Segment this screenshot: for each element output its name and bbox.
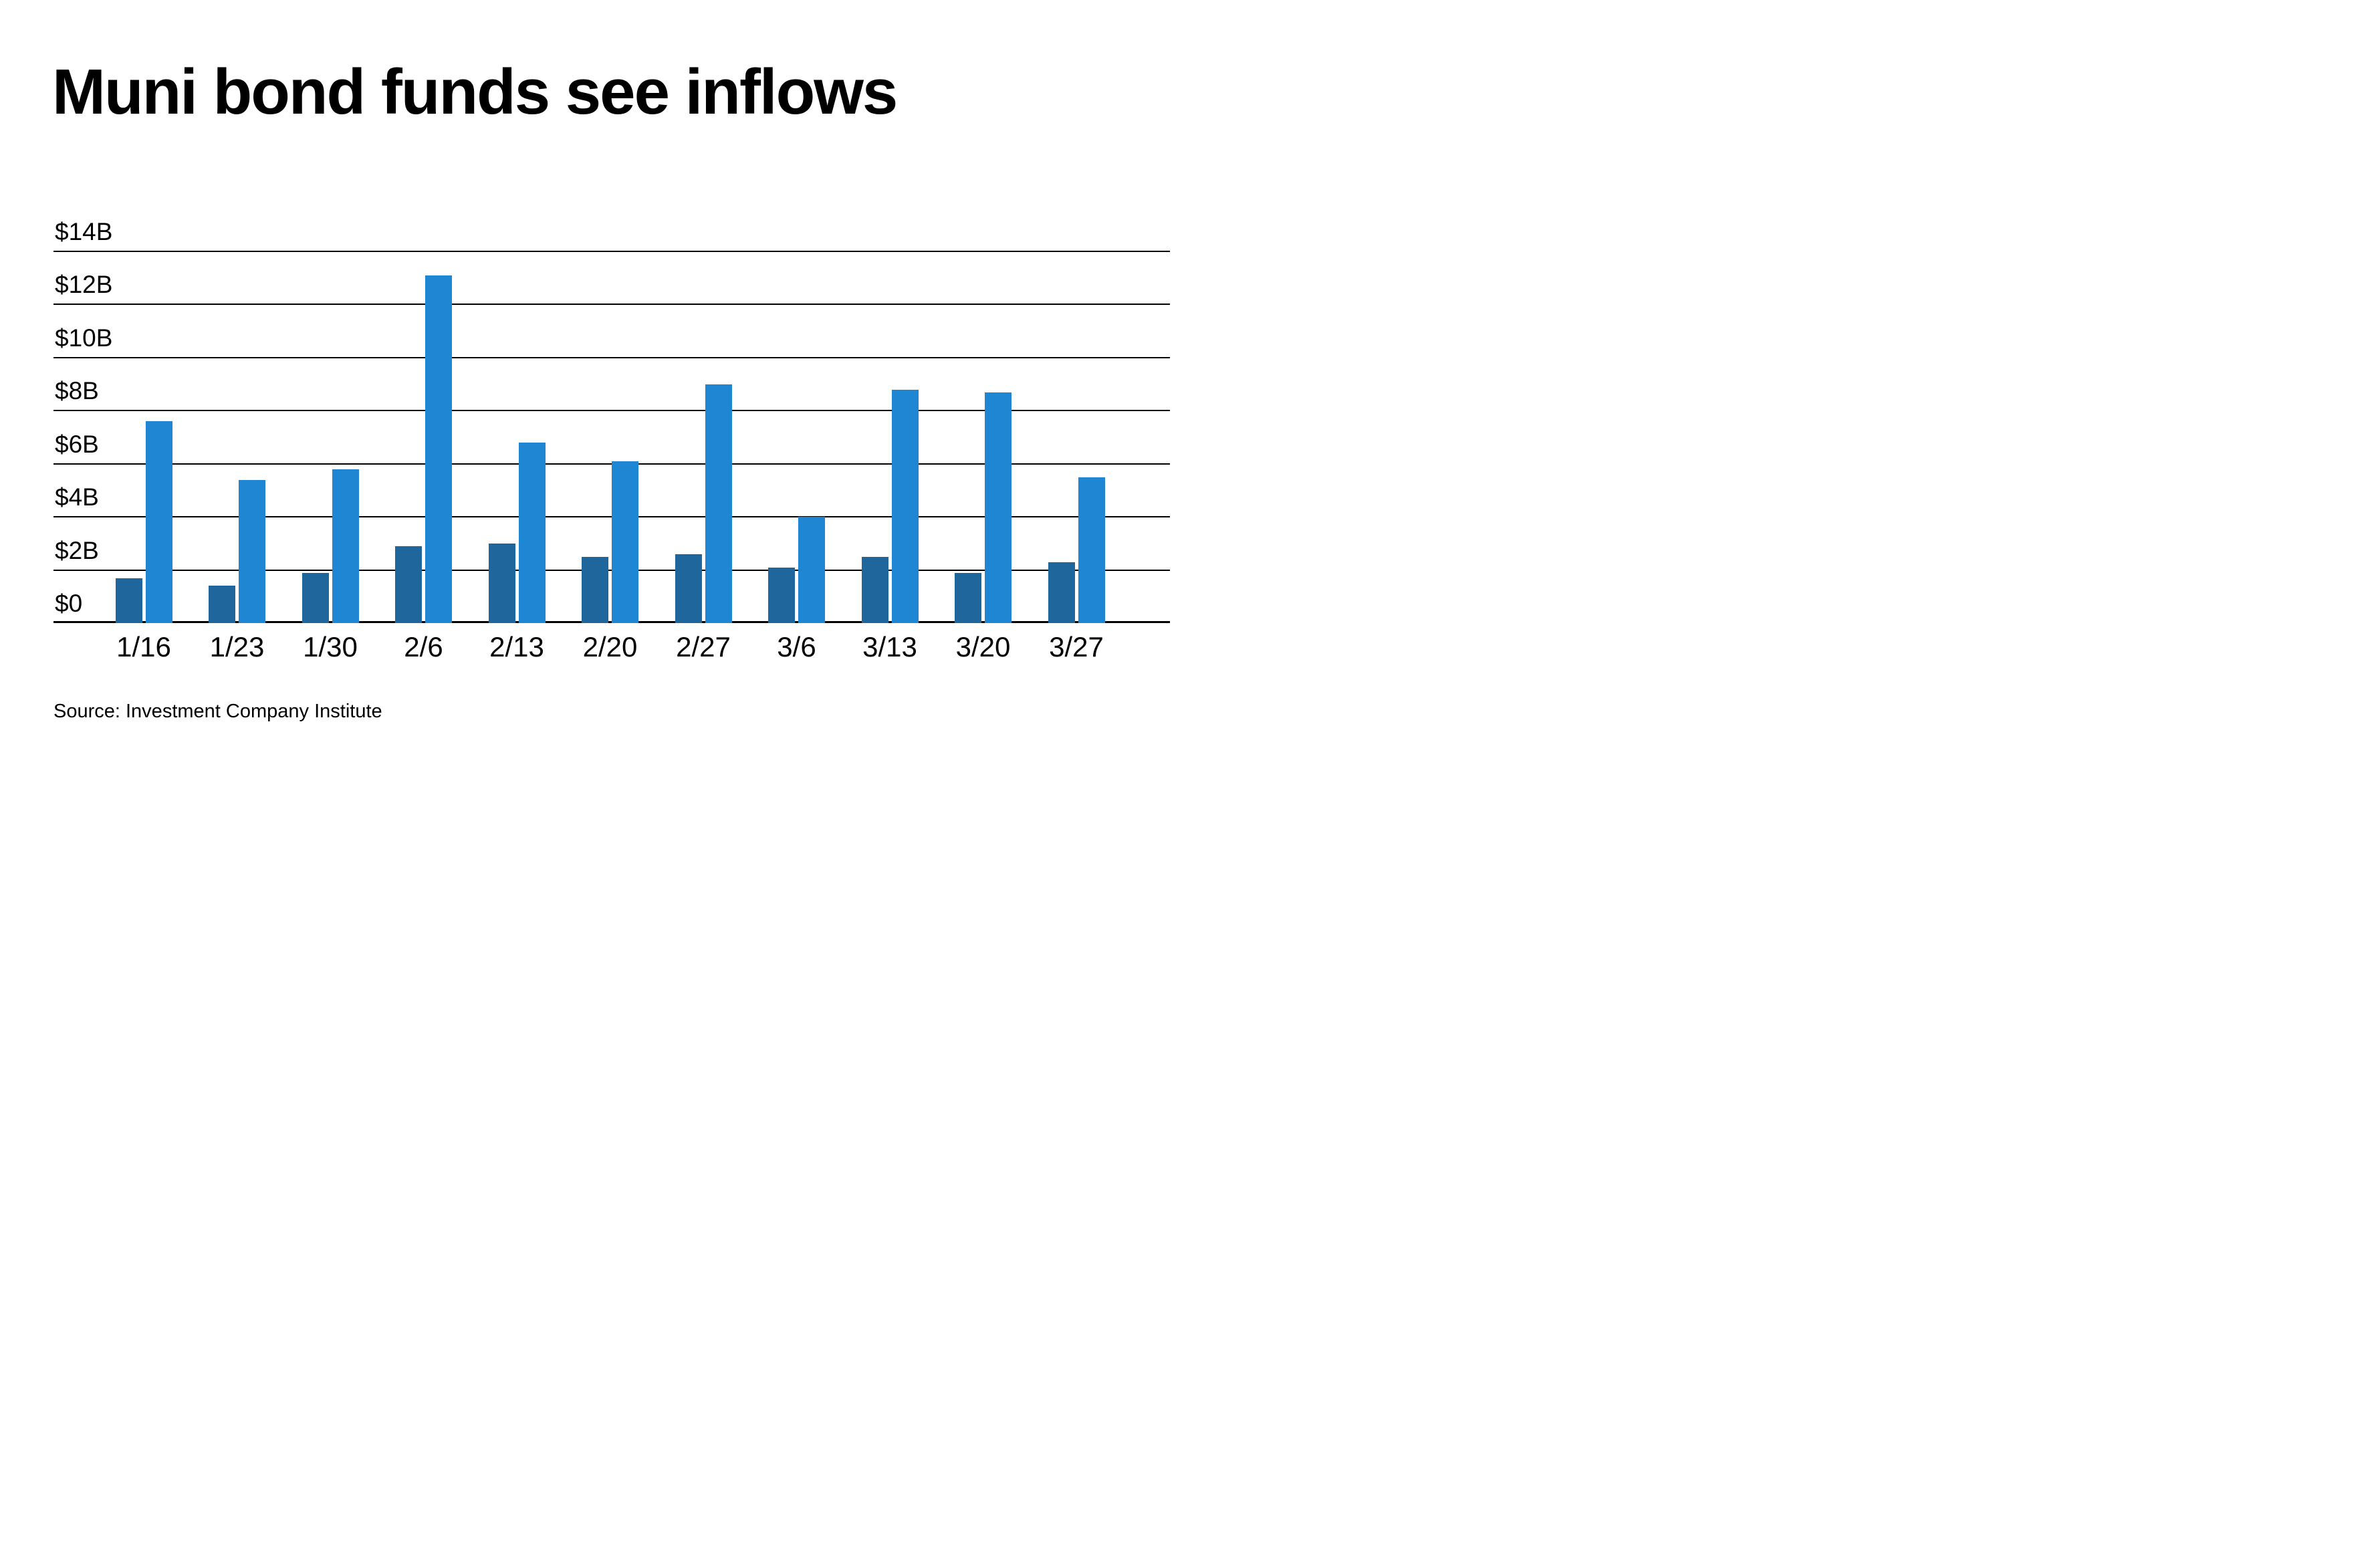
chart-page: Muni bond funds see inflows $0 $2B $4B $6B $…: [0, 0, 1190, 776]
y-tick-label-2b: $2B: [55, 536, 99, 564]
bar-series-dark-blue-3-6: [768, 567, 795, 623]
x-tick-label-2-20: 2/20: [582, 631, 638, 663]
bar-series-light-blue-3-27: [1078, 477, 1105, 623]
gridline-10b: [53, 356, 1170, 358]
x-tick-label-1-23: 1/23: [209, 631, 265, 663]
bar-series-dark-blue-2-20: [582, 556, 608, 623]
bar-series-light-blue-1-16: [145, 421, 172, 623]
bar-series-dark-blue-3-13: [861, 556, 888, 623]
bar-series-dark-blue-2-13: [488, 543, 515, 623]
y-tick-label-12b: $12B: [55, 271, 113, 299]
bar-series-dark-blue-2-27: [675, 554, 702, 623]
bar-series-light-blue-1-23: [239, 479, 265, 623]
y-tick-label-4b: $4B: [55, 483, 99, 511]
x-tick-label-3-20: 3/20: [955, 631, 1011, 663]
bar-series-light-blue-2-27: [705, 384, 732, 623]
y-tick-label-10b: $10B: [55, 324, 113, 352]
bar-series-dark-blue-3-27: [1048, 562, 1075, 623]
y-tick-label-6b: $6B: [55, 430, 99, 458]
bar-series-dark-blue-3-20: [955, 572, 981, 623]
y-tick-label-14b: $14B: [55, 218, 113, 245]
bar-series-dark-blue-1-30: [302, 572, 329, 623]
bar-series-light-blue-3-13: [891, 389, 919, 623]
gridline-8b: [53, 410, 1170, 412]
x-tick-label-2-27: 2/27: [676, 631, 731, 663]
y-tick-label-0: $0: [55, 590, 83, 617]
x-tick-label-1-16: 1/16: [116, 631, 171, 663]
y-tick-label-8b: $8B: [55, 377, 99, 405]
bar-series-light-blue-2-13: [518, 442, 546, 623]
bar-series-dark-blue-2-6: [395, 546, 422, 623]
bar-series-light-blue-3-6: [798, 517, 825, 623]
bar-series-dark-blue-1-16: [115, 578, 142, 623]
x-tick-label-1-30: 1/30: [303, 631, 358, 663]
gridline-14b: [53, 251, 1170, 252]
x-tick-label-3-6: 3/6: [777, 631, 816, 663]
x-tick-label-3-13: 3/13: [862, 631, 917, 663]
bar-series-light-blue-2-6: [425, 275, 452, 623]
bar-series-light-blue-3-20: [985, 392, 1012, 623]
plot-area: $0 $2B $4B $6B $8B $10B $12B $14B 1/16 1/23 1/30 2/…: [53, 218, 1170, 663]
chart-title: Muni bond funds see inflows: [52, 56, 898, 128]
source-attribution: Source: Investment Company Institute: [53, 701, 382, 722]
x-tick-label-3-27: 3/27: [1049, 631, 1104, 663]
x-tick-label-2-13: 2/13: [489, 631, 544, 663]
bar-series-dark-blue-1-23: [209, 586, 235, 623]
gridline-12b: [53, 304, 1170, 306]
x-tick-label-2-6: 2/6: [404, 631, 443, 663]
bar-series-light-blue-2-20: [612, 461, 638, 623]
bar-series-light-blue-1-30: [332, 469, 359, 623]
